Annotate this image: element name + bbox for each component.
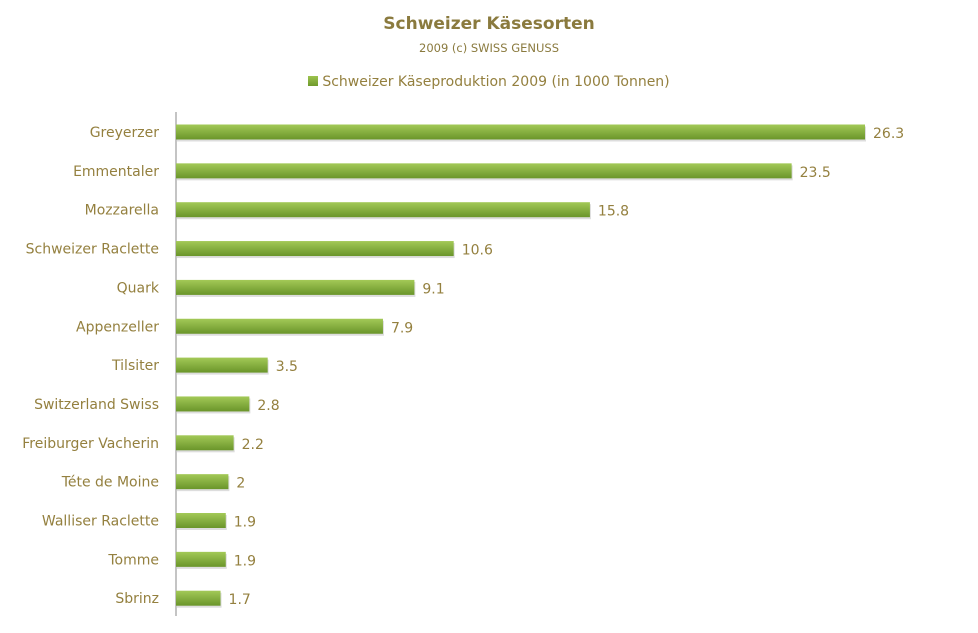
bar [176,202,590,218]
data-label: 1.9 [234,553,256,569]
bar [176,474,229,490]
legend-swatch [308,76,319,86]
data-label: 15.8 [598,204,629,220]
data-label: 23.5 [800,165,831,181]
data-label: 7.9 [391,320,413,336]
bar [176,318,383,334]
data-label: 26.3 [873,126,904,142]
category-label: Switzerland Swiss [34,397,159,413]
chart-subtitle: 2009 (c) SWISS GENUSS [419,41,559,55]
chart-title: Schweizer Käsesorten [383,14,595,34]
data-label: 2.2 [242,437,264,453]
data-label: 3.5 [276,359,298,375]
bar [176,241,454,257]
data-label: 9.1 [422,281,444,297]
bar [176,163,792,179]
data-label: 2 [236,476,245,492]
category-label: Freiburger Vacherin [22,436,159,452]
bar [176,551,226,567]
category-label: Walliser Raclette [42,514,159,530]
data-label: 2.8 [257,398,279,414]
category-label: Téte de Moine [61,475,159,491]
category-label: Appenzeller [76,319,159,335]
bar [176,124,865,140]
bar [176,357,268,373]
bar [176,435,234,451]
bar [176,513,226,528]
bar [176,590,221,606]
category-label: Tomme [107,552,159,568]
data-label: 1.9 [234,515,256,531]
legend-label: Schweizer Käseproduktion 2009 (in 1000 T… [322,74,670,90]
bar [176,396,250,412]
bar [176,279,415,295]
category-label: Greyerzer [90,125,160,141]
category-label: Tilsiter [111,358,159,374]
category-label: Quark [117,280,160,296]
category-label: Mozzarella [85,203,159,219]
data-label: 10.6 [462,243,493,259]
data-label: 1.7 [229,592,251,608]
category-label: Emmentaler [73,164,159,180]
category-label: Sbrinz [115,591,159,607]
legend: Schweizer Käseproduktion 2009 (in 1000 T… [0,74,978,90]
category-label: Schweizer Raclette [26,242,159,258]
